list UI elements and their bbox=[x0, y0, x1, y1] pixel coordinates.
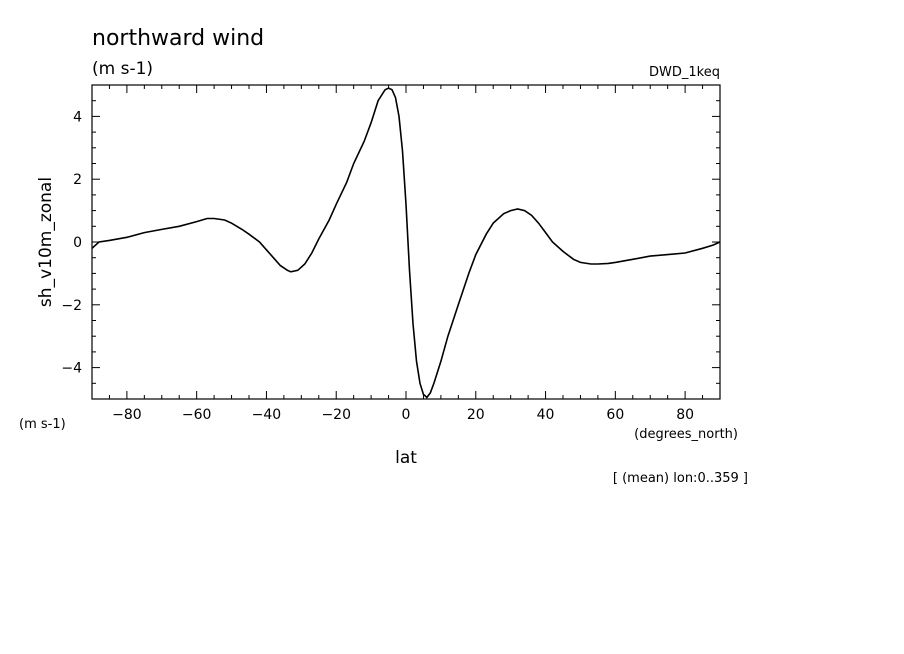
x-tick-label: 80 bbox=[676, 407, 694, 423]
chart-title: northward wind bbox=[92, 26, 264, 51]
x-tick-label: 0 bbox=[402, 407, 411, 423]
x-tick-label: 20 bbox=[467, 407, 485, 423]
x-tick-label: 40 bbox=[537, 407, 555, 423]
y-tick-label: 4 bbox=[73, 109, 82, 125]
x-axis: −80 −60 −40 −20 0 20 40 60 80 bbox=[112, 85, 694, 423]
x-tick-label: −40 bbox=[252, 407, 282, 423]
plot-frame bbox=[91, 84, 721, 400]
series-line bbox=[91, 87, 721, 399]
x-tick-label: −20 bbox=[321, 407, 351, 423]
footnote: [ (mean) lon:0..359 ] bbox=[613, 471, 748, 486]
x-axis-minor-ticks bbox=[91, 85, 721, 399]
y-tick-label: −2 bbox=[61, 298, 82, 314]
y-tick-label: 2 bbox=[73, 172, 82, 188]
y-tick-label: −4 bbox=[61, 361, 82, 377]
chart-title-units: (m s-1) bbox=[92, 59, 153, 79]
x-tick-label: 60 bbox=[606, 407, 624, 423]
x-tick-label: −80 bbox=[112, 407, 142, 423]
y-tick-label: 0 bbox=[73, 235, 82, 251]
dataset-label: DWD_1keq bbox=[649, 65, 720, 80]
y-axis-label: sh_v10m_zonal bbox=[36, 177, 56, 307]
x-axis-label: lat bbox=[395, 448, 417, 468]
x-tick-label: −60 bbox=[182, 407, 212, 423]
y-axis: −4 −2 0 2 4 bbox=[61, 109, 720, 377]
x-axis-units: (degrees_north) bbox=[634, 427, 738, 442]
y-axis-units: (m s-1) bbox=[19, 417, 66, 432]
y-axis-minor-ticks bbox=[92, 84, 720, 400]
